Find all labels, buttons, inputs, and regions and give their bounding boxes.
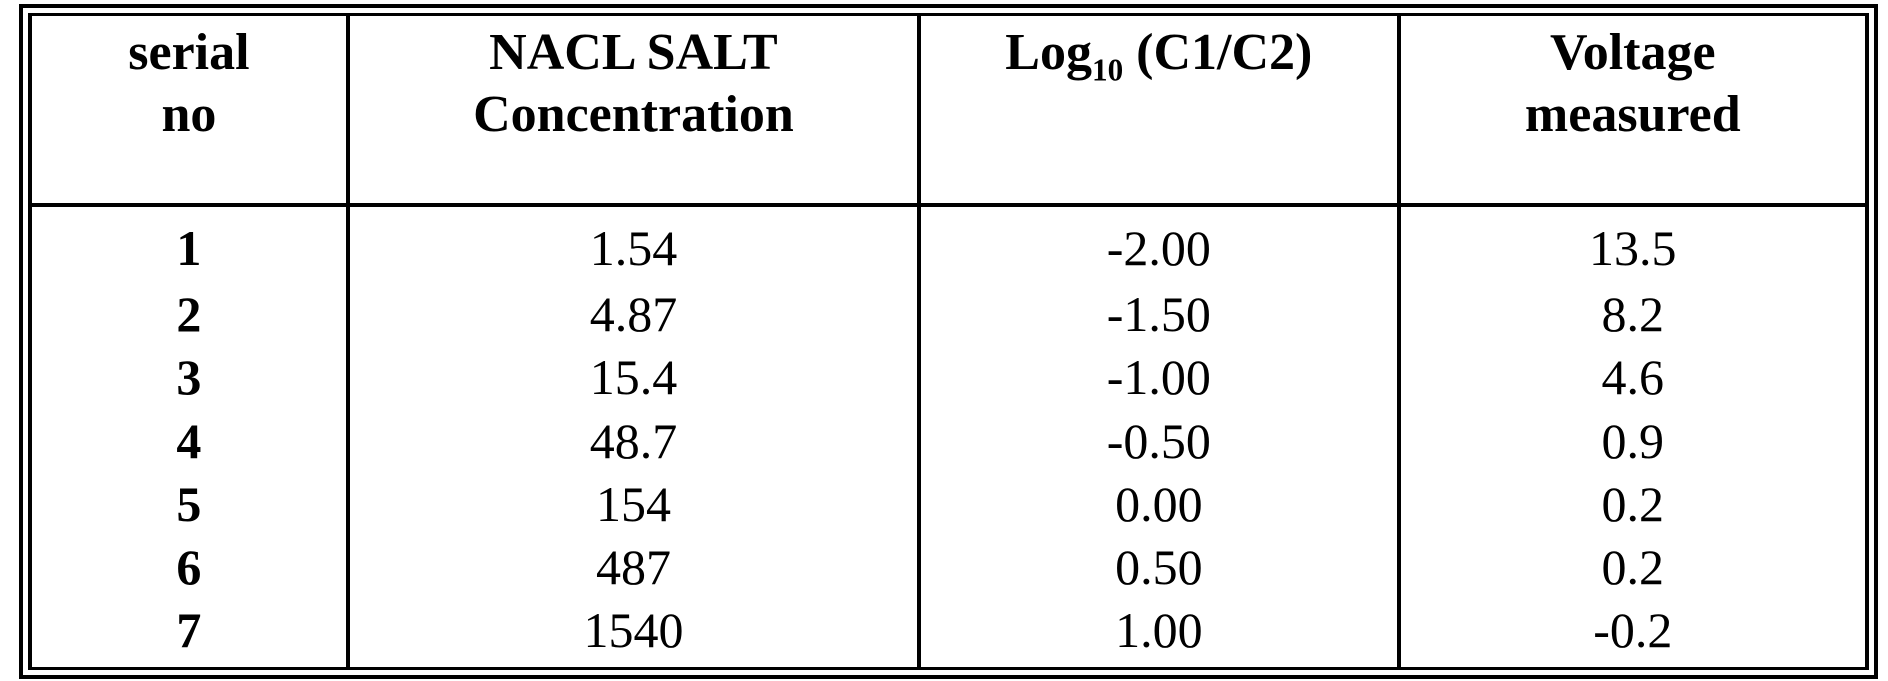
cell-serial: 5 [28,477,350,541]
cell-serial: 3 [28,350,350,414]
header-label-serial-line2: no [161,86,217,143]
cell-log-ratio: 0.50 [917,540,1401,604]
spacer-cell [917,666,1401,669]
header-label-serial-line1: serial [128,24,250,81]
cell-concentration: 4.87 [345,287,922,351]
cell-voltage: 0.2 [1396,540,1870,604]
cell-voltage: -0.2 [1396,603,1870,667]
cell-concentration: 487 [345,540,922,604]
cell-concentration: 154 [345,477,922,541]
table-row: 1 1.54 -2.00 13.5 [28,205,1870,288]
column-header-concentration: NACL SALT Concentration [345,14,922,207]
cell-concentration: 1.54 [345,205,922,288]
cell-voltage: 0.9 [1396,413,1870,477]
header-label-voltage-line2: measured [1524,86,1741,143]
table-row: 6 487 0.50 0.2 [28,540,1870,604]
measurement-table-frame: serial no NACL SALT Concentration Log10 … [19,4,1878,679]
cell-serial: 7 [28,603,350,667]
column-header-log-ratio: Log10 (C1/C2) [917,14,1401,207]
header-label-log-suffix: (C1/C2) [1123,24,1313,81]
spacer-cell [345,666,922,669]
cell-voltage: 8.2 [1396,287,1870,351]
cell-serial: 2 [28,287,350,351]
cell-concentration: 48.7 [345,413,922,477]
table-row: 7 1540 1.00 -0.2 [28,603,1870,667]
cell-log-ratio: -2.00 [917,205,1401,288]
table-row: 4 48.7 -0.50 0.9 [28,413,1870,477]
header-label-voltage-line1: Voltage [1549,24,1716,81]
table-header: serial no NACL SALT Concentration Log10 … [28,14,1870,207]
cell-log-ratio: 0.00 [917,477,1401,541]
column-header-serial: serial no [28,14,350,207]
table-row: 5 154 0.00 0.2 [28,477,1870,541]
column-header-voltage: Voltage measured [1396,14,1870,207]
cell-voltage: 13.5 [1396,205,1870,288]
spacer-cell [28,666,350,669]
cell-serial: 6 [28,540,350,604]
cell-log-ratio: -1.00 [917,350,1401,414]
cell-voltage: 0.2 [1396,477,1870,541]
cell-serial: 1 [28,205,350,288]
cell-voltage: 4.6 [1396,350,1870,414]
table-row: 2 4.87 -1.50 8.2 [28,287,1870,351]
measurement-table: serial no NACL SALT Concentration Log10 … [28,13,1870,670]
header-label-log-prefix: Log [1005,24,1092,81]
cell-concentration: 1540 [345,603,922,667]
table-body: 1 1.54 -2.00 13.5 2 4.87 -1.50 8.2 3 15.… [28,205,1870,669]
table-row: 3 15.4 -1.00 4.6 [28,350,1870,414]
header-label-concentration-line2: Concentration [473,86,794,143]
cell-log-ratio: -1.50 [917,287,1401,351]
table-bottom-spacer [28,666,1870,669]
cell-log-ratio: -0.50 [917,413,1401,477]
cell-serial: 4 [28,413,350,477]
cell-log-ratio: 1.00 [917,603,1401,667]
spacer-cell [1396,666,1870,669]
header-label-log-subscript: 10 [1091,52,1124,88]
header-label-concentration-line1: NACL SALT [489,24,778,81]
cell-concentration: 15.4 [345,350,922,414]
header-row: serial no NACL SALT Concentration Log10 … [28,14,1870,207]
